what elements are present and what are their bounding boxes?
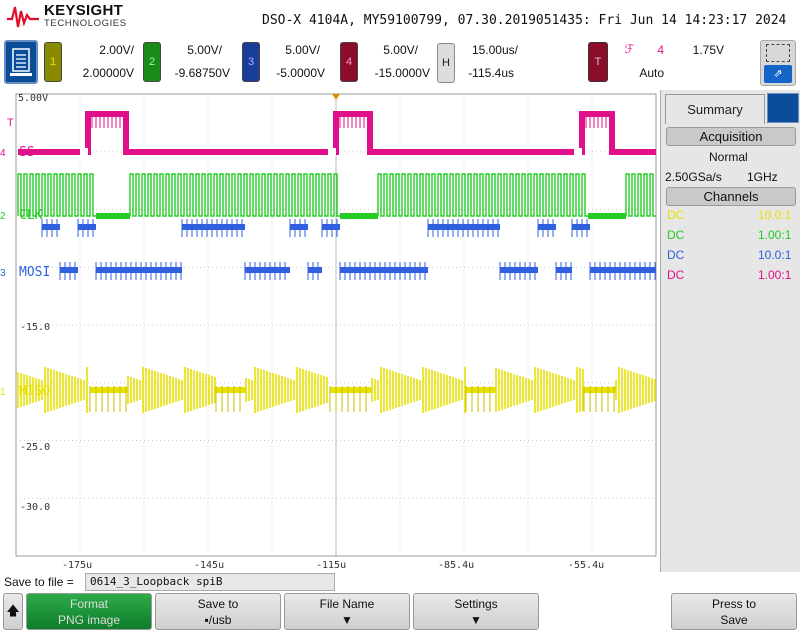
channel-1-scale: 2.00V/ xyxy=(70,43,134,57)
waveform-traces xyxy=(18,114,656,413)
brand-sub: TECHNOLOGIES xyxy=(44,18,127,30)
x-label-2: -145u xyxy=(194,560,224,571)
waveform-canvas: 5.00V -15.0 -25.0 -30.0 -175u -145u -115… xyxy=(0,90,660,572)
top-voltage-label: 5.00V xyxy=(18,93,48,104)
clk-label: CLK xyxy=(19,208,43,223)
x-label-4: -85.4u xyxy=(438,560,474,571)
selection-icon xyxy=(766,44,790,62)
trigger-mode: Auto xyxy=(634,66,664,80)
channel-2-chip[interactable]: 2 xyxy=(143,42,161,82)
save-to-label: Save to xyxy=(156,597,280,611)
acquisition-header: Acquisition xyxy=(666,127,796,146)
channel-2-probe: 1.00:1 xyxy=(758,228,791,242)
trigger-position-marker xyxy=(332,94,340,100)
keysight-wave-icon xyxy=(6,3,40,31)
channel-1-chip[interactable]: 1 xyxy=(44,42,62,82)
settings-softkey[interactable]: Settings ▼ xyxy=(413,593,539,630)
save-to-softkey[interactable]: Save to ▪/usb xyxy=(155,593,281,630)
format-softkey[interactable]: Format PNG image xyxy=(26,593,152,630)
ss-gap xyxy=(328,148,336,156)
trigger-level-marker: T xyxy=(7,117,14,129)
channel-2-marker: 2 xyxy=(0,211,6,222)
acquisition-mode: Normal xyxy=(709,150,748,164)
tab-summary[interactable]: Summary xyxy=(665,94,765,124)
x-label-3: -115u xyxy=(316,560,346,571)
y-label-3: -30.0 xyxy=(20,502,50,513)
channel-1-offset: 2.00000V xyxy=(70,66,134,80)
channel-3-offset: -5.0000V xyxy=(262,66,325,80)
channel-2-scale: 5.00V/ xyxy=(165,43,222,57)
channel-4-probe: 1.00:1 xyxy=(758,268,791,282)
horizontal-position: -115.4us xyxy=(462,66,514,80)
bandwidth: 1GHz xyxy=(747,170,778,184)
ss-label: SS xyxy=(19,145,35,160)
main-menu-button[interactable] xyxy=(4,40,38,84)
clk-burst xyxy=(626,174,656,216)
graticule xyxy=(16,94,656,556)
channel-3-scale: 5.00V/ xyxy=(264,43,320,57)
channel-4-chip[interactable]: 4 xyxy=(340,42,358,82)
window-title: DSO-X 4104A, MY59100799, 07.30.201905143… xyxy=(262,13,786,28)
ss-gap xyxy=(80,148,88,156)
channel-1-marker: 1 xyxy=(0,387,6,398)
channel-bar: 1 2.00V/ 2.00000V 2 5.00V/ -9.68750V 3 5… xyxy=(0,38,800,90)
waveform-display[interactable]: 5.00V -15.0 -25.0 -30.0 -175u -145u -115… xyxy=(0,90,660,572)
x-label-5: -55.4u xyxy=(568,560,604,571)
channels-header: Channels xyxy=(666,187,796,206)
horizontal-scale: 15.00us/ xyxy=(462,43,518,57)
file-name-softkey[interactable]: File Name ▼ xyxy=(284,593,410,630)
menu-icon xyxy=(6,42,36,82)
trigger-level: 1.75V xyxy=(680,43,724,57)
trigger-source: 4 xyxy=(650,43,664,57)
channel-3-chip[interactable]: 3 xyxy=(242,42,260,82)
down-arrow-icon: ▼ xyxy=(285,613,409,627)
y-label-1: -15.0 xyxy=(20,322,50,333)
horizontal-chip[interactable]: H xyxy=(437,43,455,83)
channel-1-probe: 10.0:1 xyxy=(758,208,791,222)
mosi-label: MOSI xyxy=(19,265,50,280)
channel-4-scale: 5.00V/ xyxy=(362,43,418,57)
up-arrow-icon: 🡅 xyxy=(6,603,19,618)
x-label-1: -175u xyxy=(62,560,92,571)
press-to-label: Press to xyxy=(672,597,796,611)
channel-3-probe: 10.0:1 xyxy=(758,248,791,262)
file-name-label: File Name xyxy=(285,597,409,611)
down-arrow-icon: ▼ xyxy=(414,613,538,627)
quick-action-button[interactable]: ⇗ xyxy=(760,40,796,86)
channel-4-marker: 4 xyxy=(0,148,6,159)
press-to-save-softkey[interactable]: Press to Save xyxy=(671,593,797,630)
header: KEYSIGHT TECHNOLOGIES DSO-X 4104A, MY591… xyxy=(0,0,800,38)
channel-3-coupling: DC xyxy=(667,248,684,262)
save-to-file-label: Save to file = xyxy=(4,575,74,589)
channel-1-coupling: DC xyxy=(667,208,684,222)
trigger-edge-icon: ℱ xyxy=(620,42,634,56)
miso-label: MISO xyxy=(19,384,50,399)
channel-2-coupling: DC xyxy=(667,228,684,242)
ss-gap xyxy=(574,148,582,156)
summary-sidebar: Summary Acquisition Normal 2.50GSa/s 1GH… xyxy=(660,90,800,572)
back-button[interactable]: 🡅 xyxy=(3,593,23,630)
trigger-chip[interactable]: T xyxy=(588,42,608,82)
press-to-value: Save xyxy=(672,613,796,627)
channel-4-offset: -15.0000V xyxy=(362,66,430,80)
channel-4-coupling: DC xyxy=(667,268,684,282)
channel-2-offset: -9.68750V xyxy=(162,66,230,80)
keysight-logo: KEYSIGHT TECHNOLOGIES xyxy=(6,3,127,31)
y-label-2: -25.0 xyxy=(20,442,50,453)
sidebar-tab-icon[interactable] xyxy=(767,93,799,123)
filename-field[interactable]: 0614_3_Loopback spiB xyxy=(85,573,335,591)
measure-icon: ⇗ xyxy=(764,65,792,83)
settings-label: Settings xyxy=(414,597,538,611)
save-to-value: ▪/usb xyxy=(156,613,280,627)
channel-3-marker: 3 xyxy=(0,268,6,279)
sample-rate: 2.50GSa/s xyxy=(665,170,722,184)
softkey-bar: Save to file = 0614_3_Loopback spiB 🡅 Fo… xyxy=(0,572,800,632)
format-label: Format xyxy=(27,597,151,611)
brand-name: KEYSIGHT xyxy=(44,3,127,18)
ss-trace xyxy=(18,114,656,152)
format-value: PNG image xyxy=(27,613,151,627)
